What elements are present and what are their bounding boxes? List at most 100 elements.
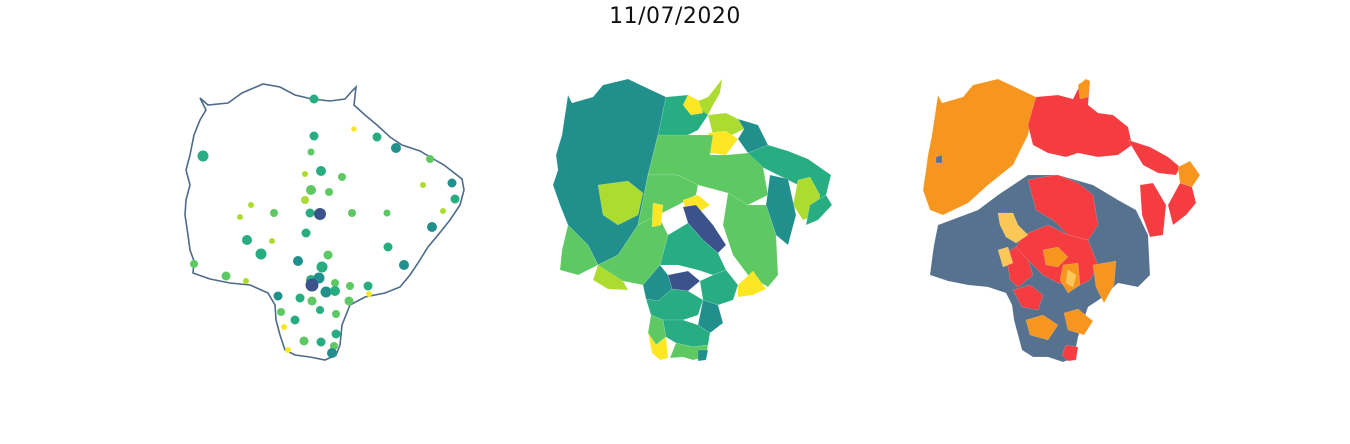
region [1065,269,1077,288]
data-point [383,209,391,217]
data-point [316,306,324,314]
region [1025,314,1059,341]
region [592,264,629,291]
region [1063,308,1094,336]
data-point [399,260,409,270]
data-point [290,315,300,325]
data-point [346,282,354,290]
data-point [305,208,315,218]
data-point [255,248,267,260]
region [1127,139,1181,176]
region [1042,246,1069,268]
data-point [270,209,278,217]
region [597,180,644,226]
data-point [307,148,315,156]
region [651,202,664,228]
region [1027,80,1133,158]
data-point [302,171,308,177]
data-point [327,348,337,358]
region [1005,246,1034,288]
data-point [316,166,326,176]
region [699,269,739,306]
region [935,154,943,164]
data-point [269,238,275,244]
data-point [293,256,303,266]
data-point [338,173,346,181]
data-point [316,337,326,347]
data-point [190,260,198,268]
data-point [309,94,319,104]
region [647,332,669,361]
data-point [221,271,231,281]
data-point [285,347,291,353]
figure-title: 11/07/2020 [609,4,741,29]
data-point [420,182,426,188]
data-point [331,329,341,339]
data-point [281,324,287,330]
region [997,212,1029,244]
data-point [309,131,319,141]
region [697,349,709,362]
region [707,130,739,156]
data-point [242,235,252,245]
data-point [344,296,354,306]
viridis-map-svg [552,78,833,362]
data-point [447,178,457,188]
region [922,78,1037,216]
state-outline [184,83,465,361]
data-point [427,222,437,232]
data-point [237,214,243,220]
region [1061,344,1079,362]
data-point [366,291,372,297]
data-point [348,209,356,217]
data-point [383,242,393,252]
map-panel-choropleth-viridis [548,75,848,375]
region [667,270,701,292]
region [805,194,833,226]
data-point [363,281,373,291]
region [737,270,767,298]
data-points [190,94,460,358]
data-point [197,150,209,162]
data-point [301,196,309,204]
region [1077,78,1091,100]
region [1177,160,1201,188]
region [1027,174,1099,241]
region [1167,182,1197,226]
data-point [325,188,333,196]
data-point [277,308,285,316]
data-point [314,208,326,220]
data-point [295,293,305,303]
data-point [332,310,340,318]
region [697,299,724,334]
data-point [426,155,434,163]
points-map-svg [184,83,465,361]
map-panel-choropleth-risk [918,75,1218,375]
data-point [330,286,340,296]
data-point [273,291,283,301]
region [1139,182,1167,238]
region [682,204,727,254]
data-point [305,278,319,292]
data-point [316,261,328,273]
data-point [331,279,339,287]
data-point [248,202,254,208]
data-point [320,286,332,298]
data-point [306,185,316,195]
data-point [372,132,382,142]
risk-map-svg [922,78,1201,363]
map-panel-points [180,75,480,375]
data-point [351,126,357,132]
region [1092,260,1117,304]
region [997,246,1014,268]
region [559,224,599,276]
data-point [391,143,401,153]
region [722,192,779,288]
data-point [299,336,309,346]
data-point [440,208,446,214]
data-point [307,296,317,306]
data-point [323,250,333,260]
data-point [243,278,249,284]
data-point [301,228,311,238]
data-point [450,194,460,204]
